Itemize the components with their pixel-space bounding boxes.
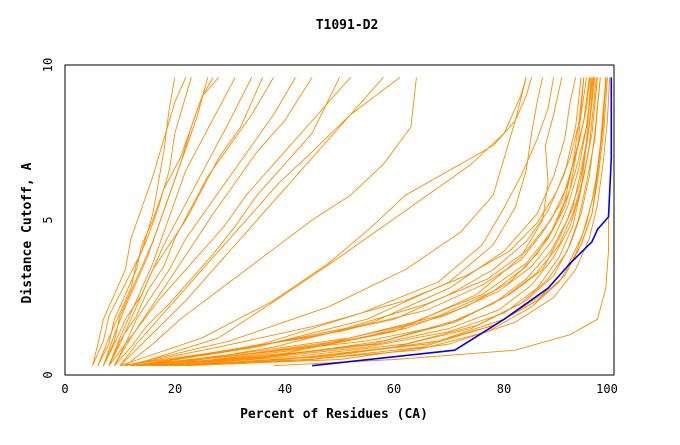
model-line-22 xyxy=(141,77,593,367)
model-line-1 xyxy=(92,77,176,366)
model-line-38 xyxy=(130,77,527,367)
model-line-31 xyxy=(136,77,592,367)
model-line-34 xyxy=(180,77,608,367)
model-line-32 xyxy=(152,77,597,367)
model-line-13 xyxy=(114,77,340,366)
x-tick-label: 20 xyxy=(168,382,182,396)
model-line-41 xyxy=(158,77,585,367)
model-line-3 xyxy=(102,77,214,366)
x-tick-label: 0 xyxy=(61,382,68,396)
y-axis: 0 5 10 xyxy=(41,58,55,379)
x-tick-label: 40 xyxy=(278,382,292,396)
model-line-29 xyxy=(130,77,585,367)
x-tick-label: 100 xyxy=(596,382,618,396)
model-line-8 xyxy=(108,77,274,366)
model-line-23 xyxy=(130,77,590,367)
model-line-30 xyxy=(119,77,582,367)
model-line-4 xyxy=(97,77,220,366)
x-axis: 0 20 40 60 80 100 xyxy=(61,382,617,396)
y-axis-label: Distance Cutoff, A xyxy=(20,162,35,303)
model-line-27 xyxy=(158,77,601,367)
model-line-40 xyxy=(119,77,527,367)
model-line-20 xyxy=(163,77,601,367)
model-line-7 xyxy=(92,77,187,366)
model-line-16 xyxy=(119,77,401,366)
plot-frame xyxy=(64,64,615,376)
model-line-10 xyxy=(108,77,351,366)
model-line-11 xyxy=(119,77,384,367)
y-tick-label: 0 xyxy=(41,371,55,378)
model-line-39 xyxy=(141,77,555,367)
model-line-12 xyxy=(125,77,417,367)
model-line-36 xyxy=(136,77,544,367)
chart-title: T1091-D2 xyxy=(316,18,379,33)
y-tick-label: 10 xyxy=(41,58,55,72)
model-line-35 xyxy=(147,77,563,367)
model-line-25 xyxy=(136,77,594,367)
model-line-14 xyxy=(108,77,264,366)
x-axis-label: Percent of Residues (CA) xyxy=(240,407,428,422)
y-tick-label: 5 xyxy=(41,216,55,223)
model-line-17 xyxy=(113,77,296,366)
model-line-9 xyxy=(114,77,313,366)
model-line-5 xyxy=(108,77,236,366)
model-line-15 xyxy=(102,77,209,366)
model-line-21 xyxy=(152,77,596,367)
highlight-model-line xyxy=(312,77,613,367)
model-line-44 xyxy=(185,77,611,367)
plot-area xyxy=(92,77,613,367)
model-line-42 xyxy=(163,77,577,367)
model-line-2 xyxy=(97,77,192,366)
model-line-33 xyxy=(141,77,595,367)
x-tick-label: 60 xyxy=(387,382,401,396)
x-tick-label: 80 xyxy=(497,382,511,396)
model-line-6 xyxy=(102,77,253,366)
model-line-37 xyxy=(125,77,533,367)
model-line-24 xyxy=(125,77,587,367)
model-line-45 xyxy=(130,77,591,367)
model-line-18 xyxy=(273,216,609,367)
